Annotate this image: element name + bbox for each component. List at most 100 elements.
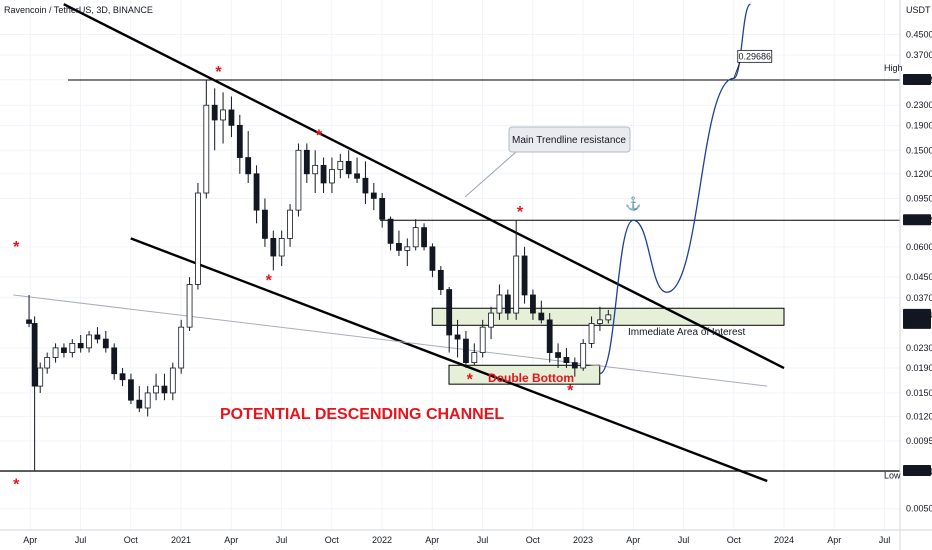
candle-body xyxy=(102,338,109,349)
candle-body xyxy=(278,238,285,257)
time-tick-label: Oct xyxy=(526,535,541,545)
candle-body xyxy=(211,104,218,121)
price-badge-countdown: 2d 7h xyxy=(905,319,928,329)
candle-body xyxy=(144,392,151,409)
candle-body xyxy=(555,352,561,358)
candle-body xyxy=(446,289,453,336)
candles xyxy=(26,80,612,471)
time-axis[interactable]: Apr Jul Oct 2021 Apr Jul Oct 2022 Apr Jul Oct 2023 A… xyxy=(23,535,890,545)
price-badge: 0.031462d 7h xyxy=(903,308,932,329)
price-badge-value: 0.07723 xyxy=(905,215,932,225)
projection-label-text: 0.29686 xyxy=(738,51,771,61)
price-badge-box xyxy=(903,74,931,85)
candle-body xyxy=(546,319,553,353)
candle-body xyxy=(220,109,226,121)
candle-body xyxy=(228,109,235,126)
price-badge-box xyxy=(903,465,931,476)
candle-body xyxy=(77,342,84,349)
price-badge: 0.07723 xyxy=(903,214,932,226)
symbol-title: Ravencoin / TetherUS, 3D, BINANCE xyxy=(4,5,153,15)
time-tick-label: Oct xyxy=(325,535,340,545)
candle-body xyxy=(396,242,402,251)
callout-pointer xyxy=(464,151,517,198)
price-badge: 0.00715 xyxy=(903,465,932,476)
candle-body xyxy=(136,399,143,409)
price-axis[interactable]: 0.450000.370000.292930.230000.190000.150… xyxy=(906,30,932,514)
candle-body xyxy=(295,149,302,211)
candle-body xyxy=(379,198,386,220)
candle-body xyxy=(245,157,252,175)
candle-body xyxy=(203,104,210,194)
trendline-channel-support xyxy=(130,237,768,483)
time-tick-label: Oct xyxy=(727,535,742,545)
candle-body xyxy=(287,209,293,239)
candle-body xyxy=(463,338,469,364)
time-tick-label: 2022 xyxy=(372,535,392,545)
trendline-main-trendline-resistance xyxy=(63,3,785,370)
price-badge: 0.00712 Low xyxy=(884,466,932,480)
projection: 0.29686 xyxy=(599,3,773,375)
candle-body xyxy=(504,294,511,314)
candle-body xyxy=(513,255,520,314)
callout-box xyxy=(508,126,631,153)
candle-body xyxy=(169,367,176,394)
candle-body xyxy=(94,334,101,340)
candle-body xyxy=(329,169,335,184)
trendline-grey-diagonal xyxy=(13,294,768,387)
candle-body xyxy=(370,192,377,199)
candle-body xyxy=(69,342,76,353)
double-bottom-label: Double Bottom xyxy=(488,371,574,385)
price-badge-value: 0.00715 xyxy=(905,466,932,476)
swing-point-marker: * xyxy=(316,127,323,144)
candle-body xyxy=(128,379,134,401)
candle-body xyxy=(195,192,201,285)
candle-body xyxy=(471,352,478,364)
candle-body xyxy=(119,373,126,381)
candle-body xyxy=(262,209,268,239)
price-badge-side-label: Low xyxy=(884,470,901,480)
candle-body xyxy=(161,385,168,394)
descending-channel-label: POTENTIAL DESCENDING CHANNEL xyxy=(220,406,504,423)
time-tick-label: Jul xyxy=(477,535,489,545)
swing-point-marker: * xyxy=(13,239,20,256)
callout-main-trendline: Main Trendline resistance xyxy=(464,126,631,198)
price-badges: 0.29224High0.077230.031462d 7h0.007150.0… xyxy=(884,63,932,480)
candle-body xyxy=(236,124,243,158)
projection-label-box xyxy=(737,49,773,63)
time-tick-label: 2024 xyxy=(774,535,794,545)
time-tick-label: 2021 xyxy=(171,535,191,545)
candle-body xyxy=(597,319,603,324)
candle-body xyxy=(588,323,595,344)
candle-body xyxy=(26,319,32,324)
candle-body xyxy=(86,334,92,349)
projection-label-pointer xyxy=(733,62,741,79)
price-badge-value: 0.03146 xyxy=(905,310,932,320)
currency-label: USDT xyxy=(906,5,931,15)
candle-body xyxy=(337,160,344,170)
candle-body xyxy=(479,326,486,353)
candle-body xyxy=(412,227,419,248)
candle-body xyxy=(605,314,612,321)
candle-body xyxy=(354,173,360,179)
candle-body xyxy=(496,294,503,314)
candle-body xyxy=(538,312,545,321)
candle-body xyxy=(488,312,494,328)
price-badge-box xyxy=(903,214,931,226)
candle-body xyxy=(530,294,536,314)
zone-double-bottom xyxy=(448,364,601,385)
time-tick-label: Apr xyxy=(23,535,37,545)
swing-point-marker: * xyxy=(517,204,524,221)
time-tick-label: Jul xyxy=(276,535,288,545)
